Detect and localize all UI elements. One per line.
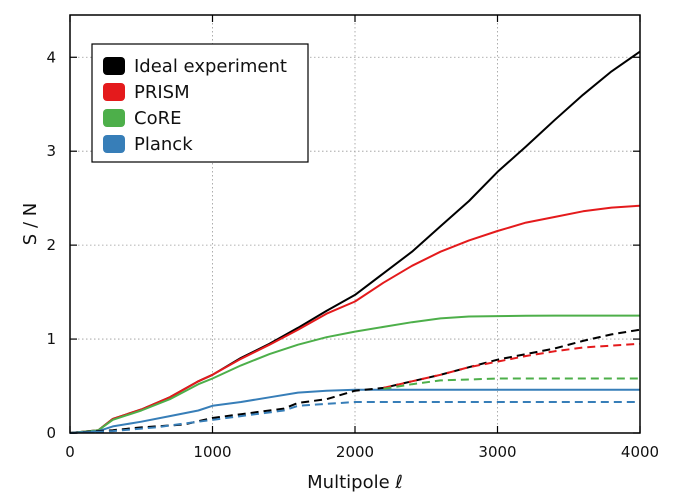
x-tick-label-2: 2000 — [336, 443, 374, 461]
y-tick-label-1: 1 — [46, 330, 56, 348]
legend-label-3: Planck — [134, 134, 193, 155]
y-tick-label-0: 0 — [46, 424, 56, 442]
x-axis-label: Multipole ℓ — [307, 472, 403, 493]
x-tick-label-1: 1000 — [193, 443, 231, 461]
y-axis-label: S / N — [20, 203, 41, 245]
legend: Ideal experiment PRISM CoRE Planck — [91, 43, 309, 163]
series-line-5 — [383, 342, 641, 389]
legend-swatch-0 — [103, 57, 125, 75]
series-line-4 — [69, 328, 641, 434]
legend-swatch-1 — [103, 83, 125, 101]
legend-label-0: Ideal experiment — [134, 56, 287, 77]
series-layer — [69, 50, 641, 434]
x-tick-label-4: 4000 — [621, 443, 659, 461]
legend-box — [91, 43, 309, 163]
series-line-6 — [383, 377, 640, 390]
y-tick-label-3: 3 — [46, 142, 56, 160]
y-tick-label-4: 4 — [46, 48, 56, 66]
legend-swatch-3 — [103, 135, 125, 153]
x-tick-label-0: 0 — [65, 443, 75, 461]
grid — [70, 15, 640, 433]
series-line-3 — [69, 388, 640, 434]
ticks: 0 1000 2000 3000 4000 0 1 2 3 4 — [46, 15, 659, 461]
legend-label-1: PRISM — [134, 82, 190, 103]
legend-label-2: CoRE — [134, 108, 181, 129]
series-line-1 — [69, 204, 641, 434]
series-line-7 — [69, 401, 640, 434]
series-line-2 — [69, 314, 640, 434]
x-tick-label-3: 3000 — [478, 443, 516, 461]
legend-swatch-2 — [103, 109, 125, 127]
y-tick-label-2: 2 — [46, 236, 56, 254]
